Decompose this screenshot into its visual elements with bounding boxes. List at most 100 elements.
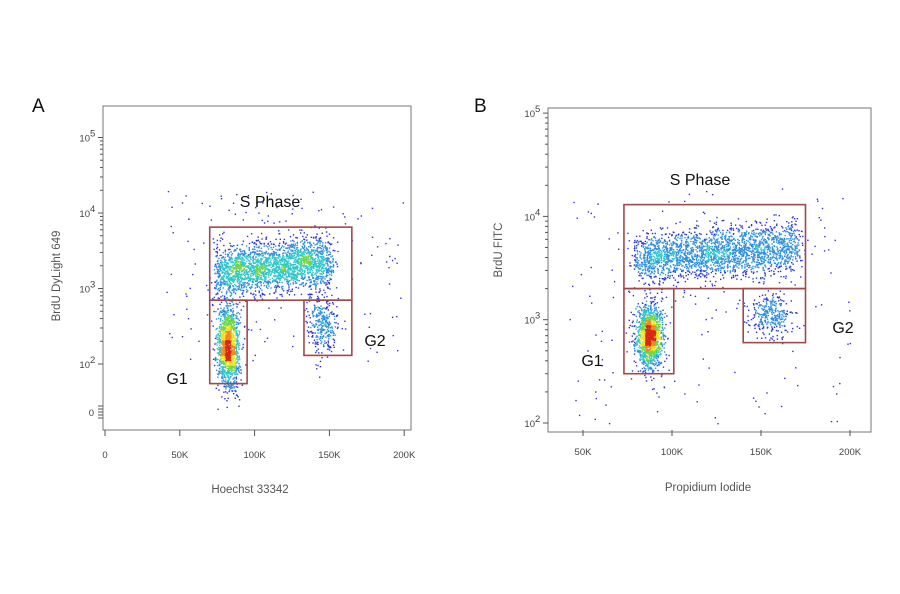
event-point <box>268 276 270 278</box>
event-point <box>225 344 227 346</box>
event-point <box>778 214 780 217</box>
event-point <box>259 269 261 272</box>
event-point <box>225 354 227 356</box>
event-point <box>238 322 240 324</box>
event-point <box>300 272 303 274</box>
event-point <box>236 386 239 388</box>
event-point <box>242 284 245 286</box>
event-point <box>277 275 279 278</box>
event-point <box>259 242 262 245</box>
event-point <box>232 327 234 330</box>
event-point <box>326 307 328 309</box>
event-point <box>306 301 308 304</box>
event-point <box>328 322 330 324</box>
event-point <box>229 362 232 365</box>
event-point <box>236 367 239 370</box>
event-point <box>848 301 850 303</box>
event-point <box>231 252 234 255</box>
event-point <box>222 326 224 329</box>
event-point <box>221 311 223 313</box>
event-point <box>295 248 298 250</box>
event-point <box>290 275 292 277</box>
event-point <box>248 278 251 280</box>
event-point <box>318 262 320 265</box>
event-point <box>224 311 226 313</box>
event-point <box>225 348 227 351</box>
event-point <box>590 356 592 358</box>
event-point <box>280 307 282 309</box>
event-point <box>233 245 235 247</box>
event-point <box>309 270 311 272</box>
event-point <box>316 246 319 248</box>
event-point <box>842 197 844 200</box>
event-point <box>653 377 655 380</box>
event-point <box>224 386 226 388</box>
event-point <box>227 374 229 376</box>
event-point <box>689 271 691 273</box>
event-point <box>240 274 242 276</box>
event-point <box>225 356 227 358</box>
event-point <box>241 270 243 272</box>
event-point <box>241 273 243 275</box>
event-point <box>321 245 323 247</box>
event-point <box>291 251 294 253</box>
event-point <box>632 313 634 316</box>
event-point <box>236 274 239 276</box>
event-point <box>323 307 326 309</box>
event-point <box>780 303 782 305</box>
event-point <box>271 248 273 251</box>
event-point <box>216 246 219 248</box>
event-point <box>639 273 641 275</box>
event-point <box>305 265 308 267</box>
event-point <box>253 253 256 256</box>
event-point <box>227 343 230 345</box>
event-point <box>230 309 232 311</box>
event-point <box>698 384 700 386</box>
x-tick-label: 150K <box>318 450 341 461</box>
event-point <box>233 367 236 369</box>
event-point <box>224 355 226 358</box>
event-point <box>248 242 251 245</box>
event-point <box>281 287 283 290</box>
event-point <box>700 286 702 288</box>
event-point <box>321 257 323 260</box>
event-point <box>241 260 243 262</box>
event-point <box>315 307 317 309</box>
event-point <box>279 267 281 269</box>
event-point <box>266 268 268 270</box>
event-point <box>290 269 292 271</box>
event-point <box>231 270 233 272</box>
event-point <box>656 365 659 367</box>
event-point <box>185 293 187 295</box>
event-point <box>736 278 738 280</box>
event-point <box>601 365 603 367</box>
event-point <box>309 293 311 295</box>
event-point <box>223 258 225 260</box>
event-point <box>704 275 706 277</box>
event-point <box>288 288 290 290</box>
event-point <box>230 305 232 307</box>
event-point <box>223 385 225 388</box>
event-point <box>224 249 227 251</box>
event-point <box>662 227 664 229</box>
event-point <box>315 274 318 277</box>
event-point <box>270 270 272 273</box>
event-point <box>234 371 237 374</box>
event-point <box>781 225 783 228</box>
event-point <box>228 315 230 317</box>
event-point <box>235 258 237 260</box>
event-point <box>267 242 269 245</box>
event-point <box>749 324 751 327</box>
event-point <box>224 264 226 266</box>
event-point <box>597 203 599 205</box>
event-point <box>296 241 299 243</box>
event-point <box>308 258 310 261</box>
event-point <box>308 271 310 274</box>
event-point <box>235 261 237 263</box>
event-point <box>185 195 187 197</box>
event-point <box>220 283 223 286</box>
event-point <box>273 265 275 268</box>
event-point <box>818 217 820 219</box>
event-point <box>258 286 261 288</box>
event-point <box>276 259 278 261</box>
